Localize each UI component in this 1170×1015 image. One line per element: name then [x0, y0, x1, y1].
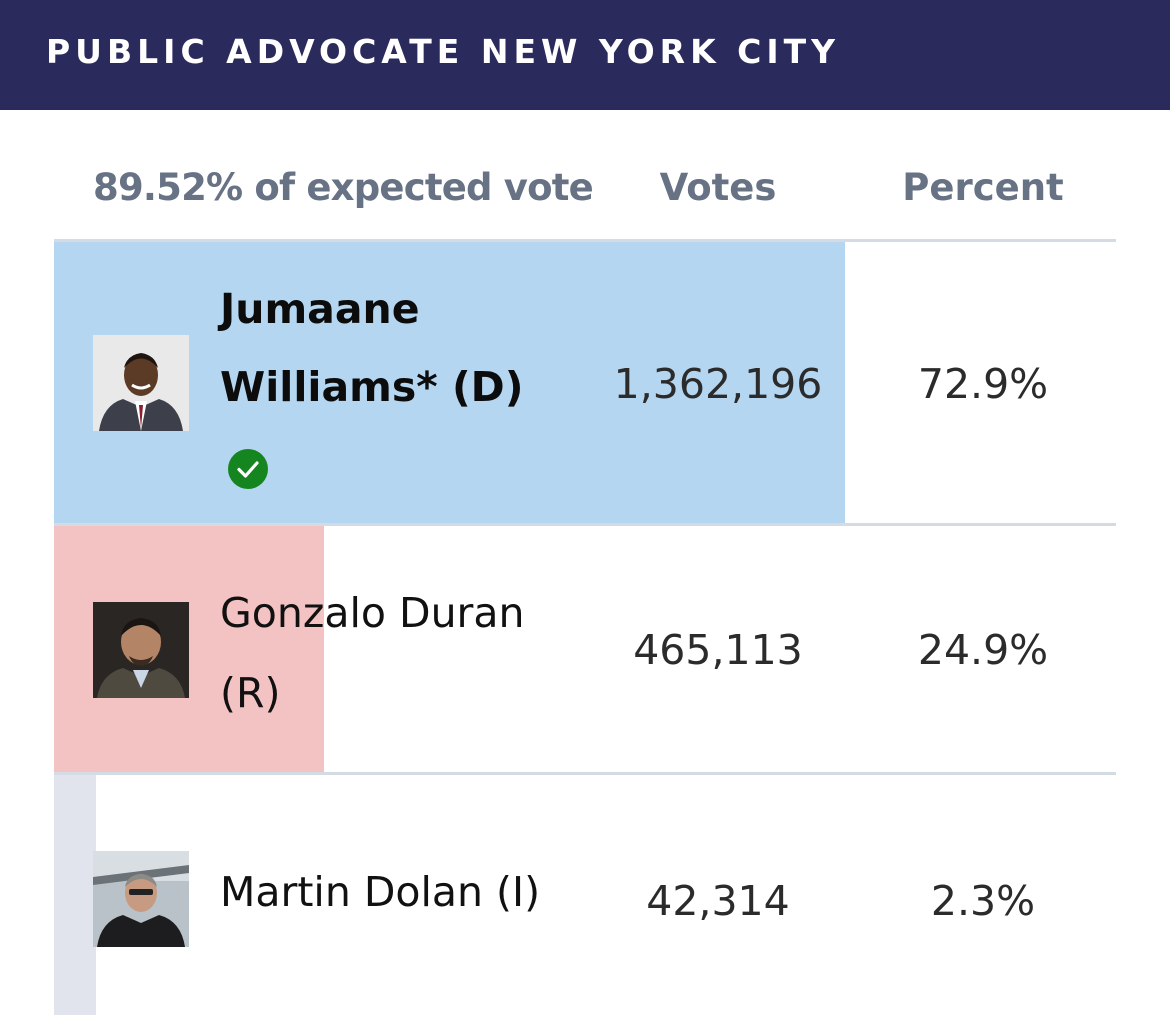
- candidate-percent-williams: 72.9%: [917, 360, 1049, 408]
- race-title: PUBLIC ADVOCATE NEW YORK CITY: [46, 32, 841, 71]
- candidate-name-duran-line1: Gonzalo Duran: [220, 589, 525, 637]
- header-divider: [54, 239, 1116, 242]
- candidate-row-duran[interactable]: Gonzalo Duran (R) 465,113 24.9%: [54, 526, 1116, 772]
- expected-vote-label: 89.52% of expected vote: [93, 166, 594, 209]
- votes-column-header: Votes: [659, 166, 777, 209]
- candidate-percent-duran: 24.9%: [917, 626, 1049, 674]
- candidate-photo-duran: [93, 602, 189, 698]
- candidate-votes-duran: 465,113: [633, 626, 803, 674]
- row-divider: [54, 523, 1116, 526]
- check-circle-icon: [228, 449, 268, 489]
- candidate-name-williams-line1: Jumaane: [220, 285, 420, 333]
- candidate-row-dolan[interactable]: Martin Dolan (I) 42,314 2.3%: [54, 775, 1116, 1015]
- candidate-name-williams-line2: Williams* (D): [220, 363, 524, 411]
- candidate-photo-dolan: [93, 851, 189, 947]
- candidate-votes-williams: 1,362,196: [613, 360, 823, 408]
- candidate-photo-williams: [93, 335, 189, 431]
- candidate-votes-dolan: 42,314: [646, 877, 790, 925]
- candidate-row-williams[interactable]: Jumaane Williams* (D) 1,362,196 72.9%: [54, 242, 1116, 523]
- candidate-name-dolan: Martin Dolan (I): [220, 868, 541, 916]
- candidate-name-duran-line2: (R): [220, 669, 281, 717]
- row-divider: [54, 772, 1116, 775]
- percent-column-header: Percent: [902, 166, 1064, 209]
- candidate-percent-dolan: 2.3%: [930, 877, 1036, 925]
- race-header: PUBLIC ADVOCATE NEW YORK CITY: [0, 0, 1170, 110]
- vote-share-bar: [54, 775, 96, 1015]
